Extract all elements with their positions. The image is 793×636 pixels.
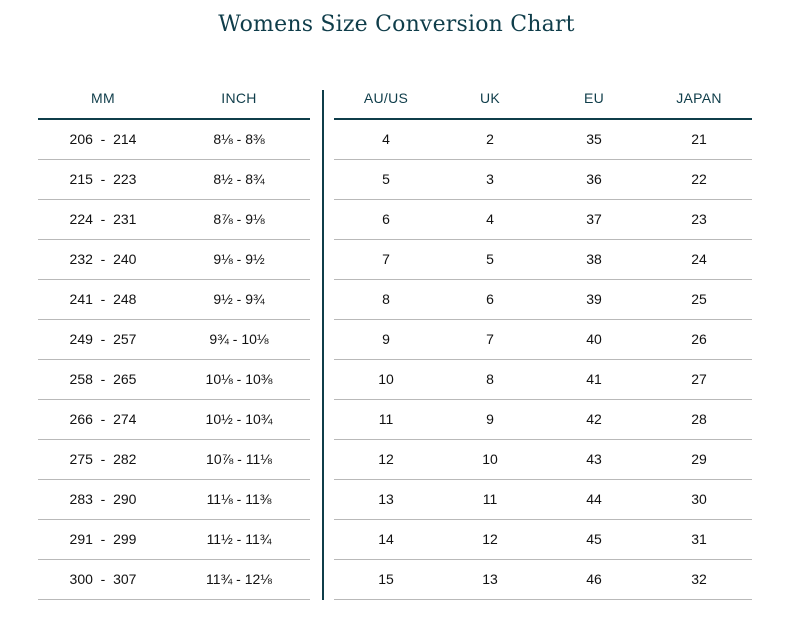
japan-cell: 21 [646, 120, 752, 160]
mm-cell: 206 - 214 [38, 120, 168, 160]
japan-cell: 29 [646, 440, 752, 480]
inch-cell: 8½ - 8¾ [168, 160, 310, 200]
uk-cell: 4 [438, 200, 542, 240]
uk-cell: 7 [438, 320, 542, 360]
japan-cell: 31 [646, 520, 752, 560]
au-us-cell: 10 [334, 360, 438, 400]
uk-cell: 13 [438, 560, 542, 600]
uk-cell: 11 [438, 480, 542, 520]
japan-cell: 28 [646, 400, 752, 440]
japan-cell: 25 [646, 280, 752, 320]
inch-cell: 9¾ - 10⅛ [168, 320, 310, 360]
inch-cell: 8⅞ - 9⅛ [168, 200, 310, 240]
uk-cell: 8 [438, 360, 542, 400]
eu-cell: 42 [542, 400, 646, 440]
column-header-japan: JAPAN [646, 78, 752, 120]
column-header-inch: INCH [168, 78, 310, 120]
eu-cell: 37 [542, 200, 646, 240]
mm-cell: 266 - 274 [38, 400, 168, 440]
au-us-cell: 6 [334, 200, 438, 240]
inch-cell: 10⅞ - 11⅛ [168, 440, 310, 480]
column-header-uk: UK [438, 78, 542, 120]
inch-cell: 9⅛ - 9½ [168, 240, 310, 280]
uk-cell: 9 [438, 400, 542, 440]
mm-cell: 249 - 257 [38, 320, 168, 360]
inch-cell: 11½ - 11¾ [168, 520, 310, 560]
eu-cell: 38 [542, 240, 646, 280]
mm-cell: 291 - 299 [38, 520, 168, 560]
uk-cell: 10 [438, 440, 542, 480]
mm-cell: 283 - 290 [38, 480, 168, 520]
uk-cell: 12 [438, 520, 542, 560]
mm-cell: 241 - 248 [38, 280, 168, 320]
eu-cell: 40 [542, 320, 646, 360]
japan-cell: 27 [646, 360, 752, 400]
eu-cell: 46 [542, 560, 646, 600]
inch-cell: 10⅛ - 10⅜ [168, 360, 310, 400]
column-header-mm: MM [38, 78, 168, 120]
au-us-cell: 4 [334, 120, 438, 160]
au-us-cell: 14 [334, 520, 438, 560]
inch-cell: 8⅛ - 8⅜ [168, 120, 310, 160]
eu-cell: 44 [542, 480, 646, 520]
mm-cell: 232 - 240 [38, 240, 168, 280]
eu-cell: 43 [542, 440, 646, 480]
table-divider [322, 90, 324, 600]
page-title: Womens Size Conversion Chart [218, 12, 575, 37]
mm-cell: 215 - 223 [38, 160, 168, 200]
eu-cell: 36 [542, 160, 646, 200]
eu-cell: 35 [542, 120, 646, 160]
japan-cell: 24 [646, 240, 752, 280]
mm-cell: 300 - 307 [38, 560, 168, 600]
japan-cell: 23 [646, 200, 752, 240]
inch-cell: 9½ - 9¾ [168, 280, 310, 320]
au-us-cell: 5 [334, 160, 438, 200]
mm-cell: 224 - 231 [38, 200, 168, 240]
japan-cell: 26 [646, 320, 752, 360]
au-us-cell: 15 [334, 560, 438, 600]
column-header-au-us: AU/US [334, 78, 438, 120]
mm-cell: 275 - 282 [38, 440, 168, 480]
au-us-cell: 12 [334, 440, 438, 480]
size-table: AU/US UK EU JAPAN 4 2 35 21 5 3 36 22 6 … [334, 78, 752, 600]
au-us-cell: 11 [334, 400, 438, 440]
au-us-cell: 7 [334, 240, 438, 280]
uk-cell: 6 [438, 280, 542, 320]
inch-cell: 11¾ - 12⅛ [168, 560, 310, 600]
eu-cell: 41 [542, 360, 646, 400]
eu-cell: 45 [542, 520, 646, 560]
japan-cell: 30 [646, 480, 752, 520]
eu-cell: 39 [542, 280, 646, 320]
uk-cell: 5 [438, 240, 542, 280]
au-us-cell: 13 [334, 480, 438, 520]
inch-cell: 11⅛ - 11⅜ [168, 480, 310, 520]
column-header-eu: EU [542, 78, 646, 120]
mm-cell: 258 - 265 [38, 360, 168, 400]
length-table: MM INCH 206 - 214 8⅛ - 8⅜ 215 - 223 8½ -… [38, 78, 310, 600]
japan-cell: 32 [646, 560, 752, 600]
japan-cell: 22 [646, 160, 752, 200]
au-us-cell: 8 [334, 280, 438, 320]
au-us-cell: 9 [334, 320, 438, 360]
uk-cell: 2 [438, 120, 542, 160]
inch-cell: 10½ - 10¾ [168, 400, 310, 440]
uk-cell: 3 [438, 160, 542, 200]
